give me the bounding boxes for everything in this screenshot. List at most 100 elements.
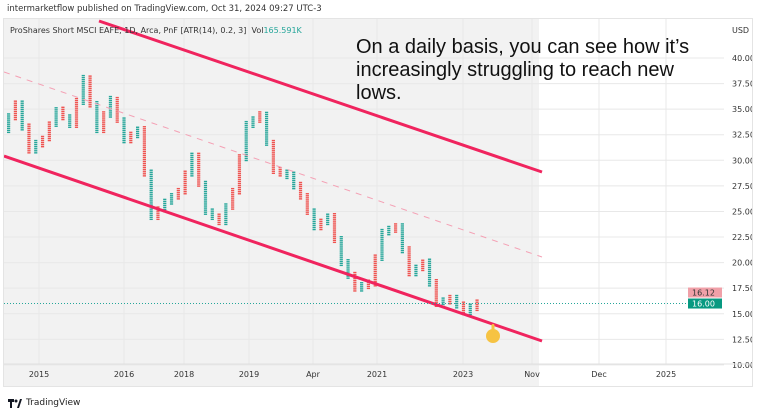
pnf-o-box [271, 172, 275, 174]
pnf-o-box [434, 278, 438, 281]
vol-label: Vol [251, 26, 264, 35]
pnf-o-box [434, 293, 438, 295]
pnf-x-box [393, 223, 398, 225]
pnf-o-box [427, 270, 432, 273]
pnf-x-box [7, 119, 11, 121]
pnf-o-box [142, 128, 146, 130]
pnf-o-box [142, 136, 146, 138]
pnf-o-box [312, 212, 316, 214]
pnf-o-box [332, 229, 337, 231]
pnf-x-box [81, 93, 85, 95]
pnf-o-box [434, 301, 438, 303]
pnf-x-box [224, 213, 228, 215]
pnf-x-box [231, 208, 235, 210]
pnf-x-box [373, 278, 377, 281]
pnf-o-box [292, 183, 296, 186]
pnf-o-box [292, 171, 296, 173]
pnf-o-box [210, 210, 214, 212]
pnf-x-box [380, 253, 384, 255]
chart-frame[interactable]: 40.00 37.50 35.00 32.50 30.00 27.50 25.00 22.50… [3, 18, 753, 387]
pnf-x-box [360, 286, 364, 288]
pnf-x-box [108, 112, 113, 114]
pnf-o-box [305, 203, 309, 205]
pnf-o-box [149, 177, 153, 180]
pnf-o-box [427, 278, 432, 281]
pnf-o-box [142, 126, 146, 128]
pnf-o-box [305, 209, 309, 211]
pnf-o-box [27, 135, 31, 138]
pnf-o-box [339, 252, 343, 254]
pnf-x-box [251, 120, 255, 122]
pnf-o-box [142, 146, 146, 148]
pnf-o-box [149, 171, 153, 173]
pnf-o-box [400, 251, 404, 254]
pnf-o-box [305, 205, 309, 207]
pnf-o-box [312, 208, 316, 210]
pnf-x-box [54, 109, 58, 111]
pnf-o-box [427, 268, 432, 271]
pnf-x-box [468, 311, 472, 314]
pnf-x-box [326, 215, 330, 217]
pnf-x-box [231, 206, 235, 208]
pnf-o-box [149, 198, 153, 200]
pnf-x-box [102, 129, 106, 132]
pnf-x-box [380, 235, 384, 237]
pnf-o-box [197, 152, 201, 155]
pnf-o-box [264, 128, 269, 130]
pnf-x-box [81, 81, 85, 83]
pnf-x-box [373, 274, 377, 277]
pnf-chart[interactable]: 40.00 37.50 35.00 32.50 30.00 27.50 25.00 22.50… [4, 19, 752, 386]
pnf-o-box [142, 138, 146, 140]
pnf-o-box [427, 258, 432, 260]
pnf-x-box [74, 97, 79, 100]
pnf-o-box [122, 137, 126, 140]
y-tick-label: 25.00 [732, 207, 752, 216]
pnf-x-box [237, 193, 242, 195]
pnf-o-box [95, 111, 99, 113]
pnf-o-box [298, 187, 303, 190]
pnf-o-box [122, 121, 126, 123]
pnf-o-box [142, 156, 146, 159]
pnf-o-box [353, 273, 357, 276]
pnf-x-box [108, 97, 113, 100]
pnf-o-box [20, 122, 24, 125]
pnf-x-box [74, 118, 79, 120]
pnf-x-box [74, 124, 79, 126]
pnf-o-box [400, 223, 404, 225]
pnf-o-box [271, 170, 275, 172]
pnf-x-box [360, 284, 364, 286]
pnf-x-box [231, 187, 235, 190]
pnf-x-box [387, 233, 391, 236]
pnf-o-box [217, 223, 221, 226]
pnf-x-box [156, 214, 160, 216]
pnf-x-box [231, 196, 235, 198]
pnf-x-box [169, 203, 174, 205]
pnf-x-box [251, 124, 255, 126]
pnf-o-box [271, 146, 275, 148]
pnf-x-box [74, 106, 79, 108]
pnf-x-box [366, 287, 371, 290]
pnf-x-box [7, 129, 11, 132]
pnf-o-box [95, 119, 99, 121]
pnf-o-box [122, 123, 126, 125]
pnf-o-box [400, 243, 404, 246]
pnf-x-box [54, 107, 58, 109]
pnf-o-box [264, 138, 269, 140]
pnf-x-box [237, 176, 242, 179]
pnf-x-box [81, 103, 85, 105]
pnf-o-box [197, 158, 201, 161]
pnf-o-box [142, 152, 146, 155]
tradingview-footer[interactable]: TradingView [8, 398, 80, 408]
pnf-o-box [149, 214, 153, 216]
pnf-o-box [264, 115, 269, 118]
pnf-x-box [258, 111, 262, 113]
pnf-o-box [203, 203, 208, 205]
pnf-x-box [475, 299, 479, 301]
pnf-o-box [203, 211, 208, 213]
pnf-x-box [34, 139, 38, 142]
pnf-o-box [142, 175, 146, 177]
pnf-o-box [339, 242, 343, 244]
pnf-x-box [421, 263, 425, 266]
pnf-x-box [135, 130, 140, 133]
pnf-x-box [163, 202, 167, 205]
